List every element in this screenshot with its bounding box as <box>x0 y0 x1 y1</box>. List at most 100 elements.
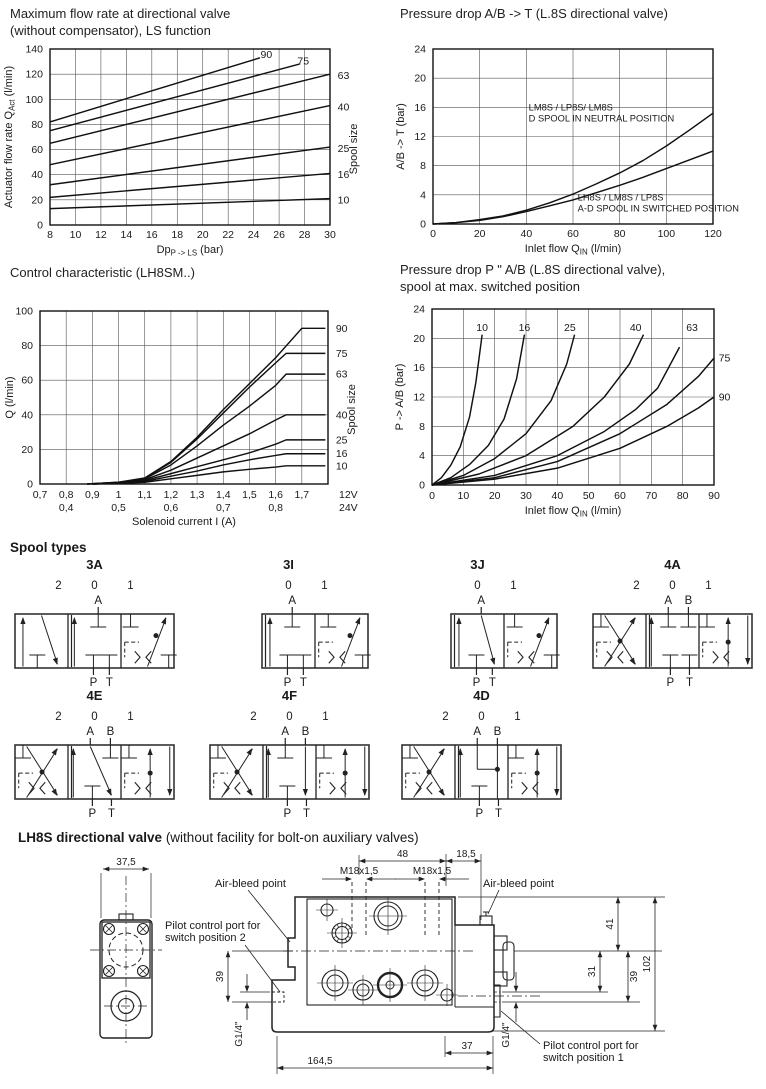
port-label: A <box>86 726 94 738</box>
junction-dot <box>426 769 432 775</box>
y-tick-label: 120 <box>25 69 43 81</box>
arrowhead <box>745 658 751 665</box>
svg-shape <box>139 967 147 975</box>
position-label: 0 <box>669 580 675 592</box>
notch-chevron <box>145 650 152 664</box>
right-axis-label: Spool size <box>348 124 360 175</box>
arrowhead <box>142 866 149 872</box>
arrowhead <box>513 985 519 992</box>
label-segment: Dp <box>157 244 171 256</box>
svg-shape <box>89 746 112 796</box>
leader-line <box>487 889 500 915</box>
junction-dot <box>347 633 353 639</box>
valve-cell <box>70 745 119 799</box>
y-axis-label: Q (l/min) <box>4 376 16 418</box>
port-label: P <box>667 677 675 689</box>
svg-shape <box>341 617 361 667</box>
x-tick-label: 60 <box>614 490 626 502</box>
plot-annotation: LM8S / LP8S/ LM8S <box>529 102 613 112</box>
x-tick-label: 70 <box>645 490 657 502</box>
valve-cell <box>315 745 368 798</box>
valve-cell <box>698 614 751 667</box>
notch-chevron <box>606 650 613 664</box>
chart-title-pressure-p-ab: Pressure drop P " A/B (L.8S directional … <box>400 262 665 296</box>
arrowhead <box>342 748 348 755</box>
valve-cell <box>265 745 309 799</box>
junction-dot <box>534 770 540 776</box>
arrowhead <box>629 617 636 625</box>
notch-chevron <box>234 781 241 795</box>
series-63 <box>49 73 331 144</box>
arrowhead <box>161 617 167 625</box>
chart-max-flow-rate: 8 10 12 14 16 18 20 22 24 26 28 30 0 20 40 60 80 100 120 14… <box>3 44 360 258</box>
dim-label: 39 <box>215 971 226 983</box>
valve-body-outline <box>271 896 495 1033</box>
chart-pressure-drop-p-ab: 0 10 20 30 40 50 60 70 80 90 0 4 8 12 16 20 24 10 16 25 40 63… <box>394 304 731 519</box>
y-tick-label: 80 <box>21 340 33 352</box>
x-tick-label: 18 <box>171 229 183 241</box>
arrowhead <box>246 788 253 796</box>
x-tick-label: 1,1 <box>137 489 152 501</box>
port-label: T <box>686 677 693 689</box>
label-segment: A/B -> T (bar) <box>395 103 407 170</box>
y-tick-label: 24 <box>414 44 426 56</box>
notch-chevron <box>340 781 347 795</box>
notch-chevron <box>617 650 624 664</box>
dim-label: 102 <box>642 955 653 972</box>
notch-chevron <box>426 781 433 795</box>
svg-shape <box>347 935 351 939</box>
port-label: T <box>303 808 310 820</box>
label-segment: Actuator flow rate Q <box>3 110 15 208</box>
arrowhead <box>534 748 540 755</box>
dim-label: 37,5 <box>116 857 136 868</box>
arrowhead <box>439 876 446 882</box>
arrowhead <box>513 1002 519 1009</box>
series-label: 25 <box>338 143 350 155</box>
position-label: 0 <box>285 580 291 592</box>
label-segment: P -> A/B (bar) <box>394 364 406 431</box>
x-tick-label: 24 <box>248 229 260 241</box>
plot-border <box>432 48 714 225</box>
arrowhead <box>625 995 631 1002</box>
position-label: 1 <box>510 580 516 592</box>
x-tick-label: 1,3 <box>190 489 205 501</box>
series-label: 25 <box>336 434 348 446</box>
x-tick-label: 90 <box>708 490 720 502</box>
notch-chevron <box>712 650 719 664</box>
series-label: 90 <box>336 323 348 335</box>
arrowhead <box>52 657 58 665</box>
valve-cell <box>401 745 445 798</box>
valve-id-label: 3A <box>86 557 103 572</box>
y-tick-label: 4 <box>419 450 425 462</box>
port-label: B <box>107 726 115 738</box>
x-tick-label: 60 <box>567 228 579 240</box>
junction-dot <box>39 769 45 775</box>
junction-dot <box>234 769 240 775</box>
x-tick-label: 0,7 <box>33 489 48 501</box>
svg-shape <box>344 938 348 942</box>
plot-border <box>39 310 329 485</box>
svg-shape <box>147 617 167 667</box>
series-10 <box>49 197 331 210</box>
chart-pressure-drop-ab-t: 0 20 40 60 80 100 120 0 4 8 12 16 20 24 LM8S / LP8S/ L… <box>395 44 739 257</box>
notch-chevron <box>532 781 539 795</box>
x-axis-label: Inlet flow QIN (l/min) <box>525 243 622 257</box>
y-tick-label: 20 <box>21 444 33 456</box>
y-tick-label: 40 <box>21 409 33 421</box>
svg-shape <box>105 925 113 933</box>
valve-id-label: 4F <box>282 688 297 703</box>
x-tick-label: 20 <box>197 229 209 241</box>
arrowhead <box>438 748 445 756</box>
valve-box <box>592 613 753 669</box>
right-axis-label: Spool size <box>346 384 358 435</box>
arrowhead <box>615 944 621 951</box>
arrowhead <box>725 617 731 624</box>
pilot-port-2-label: Pilot control port for <box>165 920 261 932</box>
x-tick-label: 0 <box>429 490 435 502</box>
x-tick-label: 1,7 <box>295 489 310 501</box>
arrowhead <box>302 789 309 796</box>
notch-chevron <box>145 781 152 795</box>
arrowhead <box>20 617 26 624</box>
arrowhead <box>625 951 631 958</box>
